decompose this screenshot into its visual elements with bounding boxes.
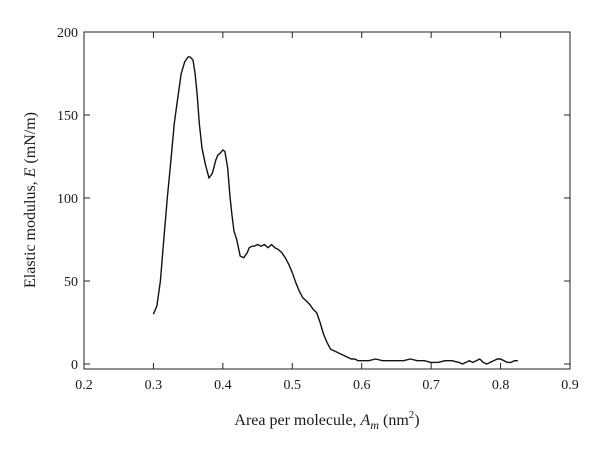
x-tick-label: 0.6 xyxy=(353,378,371,393)
y-tick-label: 50 xyxy=(64,275,78,290)
x-tick-label: 0.9 xyxy=(561,378,579,393)
y-axis-label: Elastic modulus, E (mN/m) xyxy=(22,112,39,288)
y-tick-label: 200 xyxy=(57,26,78,41)
y-tick-label: 150 xyxy=(57,109,78,124)
x-tick-label: 0.8 xyxy=(492,378,510,393)
x-tick-label: 0.4 xyxy=(214,378,232,393)
y-tick-label: 100 xyxy=(57,192,78,207)
x-tick-label: 0.3 xyxy=(145,378,163,393)
curve-layer xyxy=(152,56,518,365)
x-axis-label: Area per molecule, Am (nm2) xyxy=(234,409,419,432)
x-tick-label: 0.2 xyxy=(75,378,93,393)
ticks-layer: 0.2 0.3 0.4 0.5 0.6 0.7 0.8 0.9 0 50 100 150 200 xyxy=(57,26,579,393)
x-tick-label: 0.5 xyxy=(284,378,302,393)
y-tick-label: 0 xyxy=(71,358,78,373)
series-line xyxy=(152,56,518,365)
x-tick-label: 0.7 xyxy=(422,378,440,393)
plot-frame xyxy=(83,31,571,370)
